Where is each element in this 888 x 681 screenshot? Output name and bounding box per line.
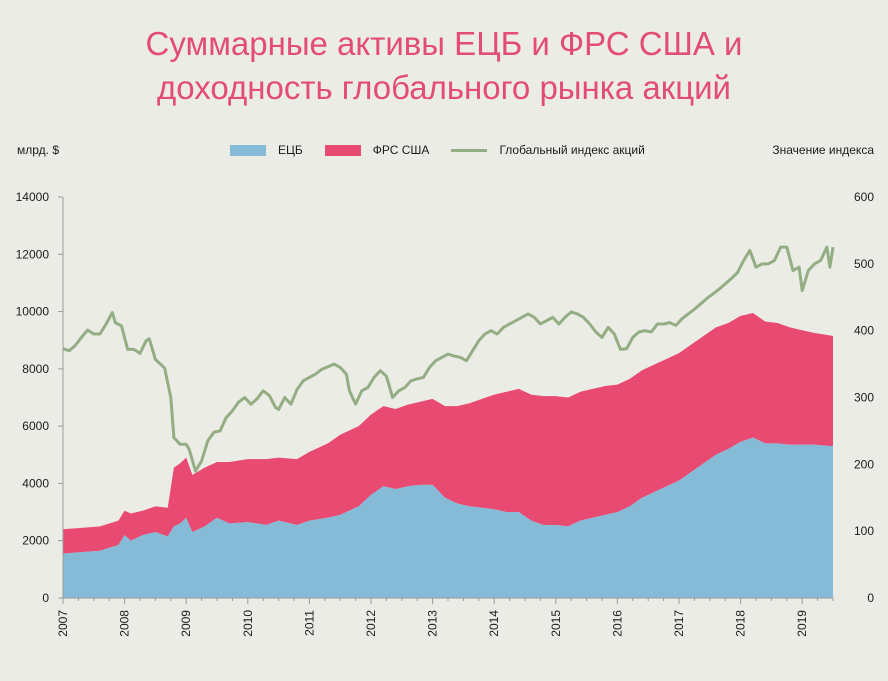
y-right-tick-label: 400	[854, 324, 874, 338]
x-tick-label: 2008	[118, 610, 132, 637]
y-right-tick-label: 600	[854, 190, 874, 204]
x-tick-label: 2010	[241, 610, 255, 637]
legend-item-index: Глобальный индекс акций	[451, 143, 645, 157]
left-axis-unit: млрд. $	[17, 143, 59, 157]
legend-label-fed: ФРС США	[372, 143, 430, 157]
x-tick-label: 2009	[179, 610, 193, 637]
x-tick-label: 2015	[549, 610, 563, 637]
right-axis-unit: Значение индекса	[772, 143, 874, 157]
x-tick-label: 2018	[734, 610, 748, 637]
legend-swatch-index	[451, 148, 488, 152]
y-left-tick-label: 4000	[22, 476, 49, 490]
y-right-tick-label: 0	[867, 591, 874, 605]
legend-swatch-ecb	[230, 144, 266, 156]
y-left-tick-label: 0	[42, 591, 49, 605]
x-tick-label: 2011	[302, 610, 316, 636]
y-right-tick-label: 200	[854, 457, 874, 471]
x-tick-label: 2013	[426, 610, 440, 637]
legend-swatch-fed	[324, 144, 361, 156]
x-tick-label: 2012	[364, 610, 378, 637]
chart-legend: ЕЦБ ФРС США Глобальный индекс акций	[230, 140, 667, 160]
y-right-tick-label: 300	[854, 391, 874, 405]
y-left-tick-label: 14000	[16, 190, 50, 204]
chart-title: Суммарные активы ЕЦБ и ФРС США и доходно…	[0, 22, 888, 110]
chart-axes: 0 2000 4000 6000 8000 10000 12000 14000 0 100 200 3…	[16, 190, 875, 637]
line-global-index	[62, 245, 835, 473]
x-tick-label: 2007	[56, 610, 70, 637]
legend-item-ecb: ЕЦБ	[230, 143, 303, 157]
y-right-tick-label: 500	[854, 257, 874, 271]
legend-item-fed: ФРС США	[324, 143, 430, 157]
x-tick-label: 2017	[672, 610, 686, 637]
x-tick-label: 2014	[487, 610, 501, 637]
legend-label-ecb: ЕЦБ	[278, 143, 303, 157]
legend-label-index: Глобальный индекс акций	[499, 143, 645, 157]
y-right-tick-label: 100	[854, 524, 874, 538]
chart-title-line-1: Суммарные активы ЕЦБ и ФРС США и	[145, 25, 743, 62]
y-left-tick-label: 6000	[22, 419, 49, 433]
area-fed	[63, 313, 833, 554]
x-tick-label: 2016	[610, 610, 624, 637]
area-ecb	[63, 437, 833, 598]
chart-areas	[63, 313, 833, 598]
y-left-tick-label: 8000	[22, 362, 49, 376]
y-left-tick-label: 2000	[22, 534, 49, 548]
chart-line	[62, 245, 835, 473]
chart-title-line-2: доходность глобального рынка акций	[157, 69, 731, 106]
y-left-tick-label: 10000	[16, 305, 50, 319]
x-tick-label: 2019	[795, 610, 809, 637]
y-left-tick-label: 12000	[16, 247, 50, 261]
